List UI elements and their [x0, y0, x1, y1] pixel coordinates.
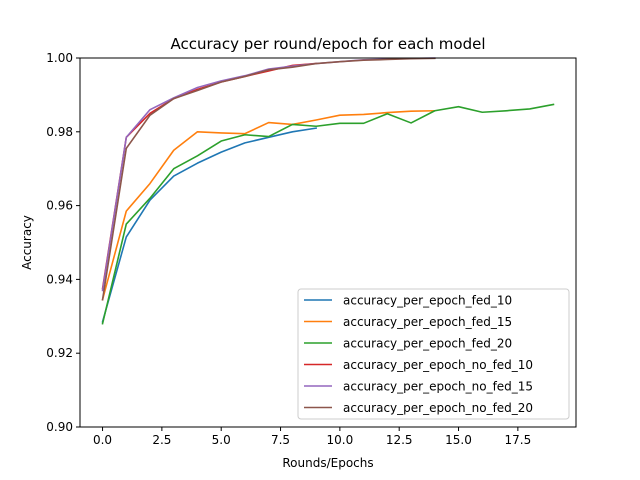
legend-box [297, 288, 570, 420]
y-tick-label: 0.98 [46, 125, 73, 139]
series-line-accuracy_per_epoch_no_fed_20 [101, 57, 436, 301]
x-tick-label: 15.0 [445, 433, 472, 447]
y-tick-label: 0.90 [46, 420, 73, 434]
y-tick-label: 0.94 [46, 272, 73, 286]
y-tick-label: 0.92 [46, 346, 73, 360]
legend-label: accuracy_per_epoch_fed_10 [343, 294, 512, 308]
x-tick-label: 7.5 [271, 433, 290, 447]
series-layer [101, 57, 555, 325]
x-axis-label: Rounds/Epochs [282, 456, 373, 470]
series-line-accuracy_per_epoch_fed_15 [101, 109, 436, 301]
legend-label: accuracy_per_epoch_no_fed_10 [343, 358, 533, 372]
y-tick-label: 1.00 [46, 51, 73, 65]
x-tick-label: 0.0 [93, 433, 112, 447]
legend: accuracy_per_epoch_fed_10 accuracy_per_ep… [297, 288, 570, 420]
series-line-accuracy_per_epoch_fed_10 [101, 127, 318, 323]
legend-label: accuracy_per_epoch_fed_20 [343, 337, 512, 351]
series-line-accuracy_per_epoch_no_fed_10 [101, 62, 317, 290]
legend-label: accuracy_per_epoch_no_fed_15 [343, 380, 533, 394]
x-tick-label: 2.5 [152, 433, 171, 447]
series-line-accuracy_per_epoch_fed_20 [101, 103, 555, 325]
legend-label: accuracy_per_epoch_no_fed_20 [343, 401, 533, 415]
legend-label: accuracy_per_epoch_fed_15 [343, 315, 512, 329]
chart-title: Accuracy per round/epoch for each model [170, 35, 485, 53]
legend-items: accuracy_per_epoch_fed_10 accuracy_per_ep… [304, 294, 533, 415]
x-tick-label: 5.0 [212, 433, 231, 447]
x-tick-label: 12.5 [386, 433, 413, 447]
ticks-layer: 0.0 2.5 5.0 7.5 10.0 12.5 15.0 17.5 0.90 0.92 0.94… [46, 51, 531, 447]
y-axis-label: Accuracy [20, 215, 34, 270]
series-line-accuracy_per_epoch_no_fed_15 [101, 57, 436, 292]
x-tick-label: 10.0 [327, 433, 354, 447]
y-tick-label: 0.96 [46, 199, 73, 213]
plot-frame [79, 57, 577, 428]
x-tick-label: 17.5 [504, 433, 531, 447]
